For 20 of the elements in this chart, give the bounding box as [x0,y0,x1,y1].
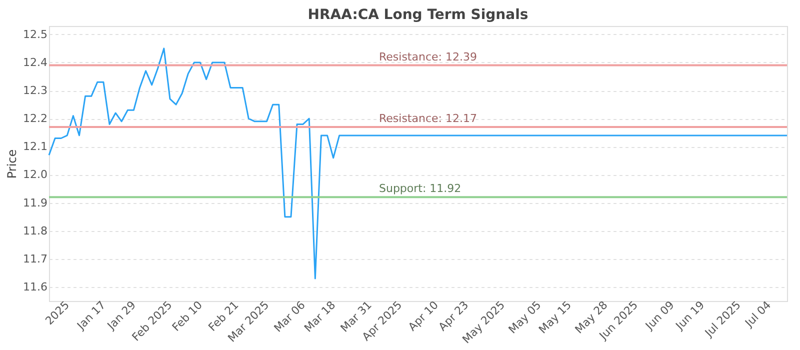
y-tick-label: 12.5 [23,28,48,41]
y-tick-label: 11.8 [23,224,48,238]
x-tick-label: Feb 10 [170,298,205,334]
chart-title: HRAA:CA Long Term Signals [308,7,528,23]
x-tick-label: Apr 10 [406,298,441,334]
x-tick-label: Jul 04 [742,298,774,330]
y-tick-label: 12.2 [23,112,48,126]
y-tick-label: 12.4 [23,56,48,69]
y-tick-label: 12.1 [23,140,48,154]
y-tick-label: 11.6 [23,280,48,294]
ref-line-label: Resistance: 12.17 [379,112,477,126]
y-tick-label: 11.7 [23,252,48,266]
y-tick-label: 12.0 [23,168,48,182]
y-tick-label: 11.9 [23,196,48,210]
y-tick-label: 12.3 [23,84,48,98]
line-series [48,48,788,280]
x-tick-label: Jun 09 [642,298,677,333]
y-axis-title: Price [5,149,20,179]
ref-line-label: Resistance: 12.39 [379,50,477,64]
ref-line-label: Support: 11.92 [379,182,462,196]
